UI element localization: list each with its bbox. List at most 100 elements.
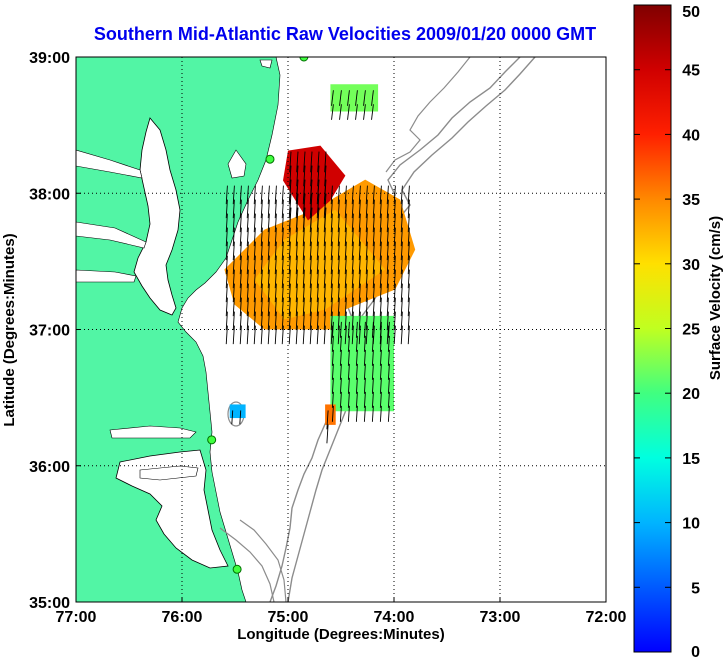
velocity-arrow (316, 283, 319, 303)
velocity-arrow (331, 349, 334, 366)
x-tick-label: 76:00 (162, 609, 203, 626)
velocity-arrow (310, 207, 313, 229)
velocity-arrow (232, 297, 235, 317)
x-tick-label: 74:00 (374, 609, 415, 626)
bathymetry-contour (385, 57, 471, 173)
velocity-arrow (295, 241, 298, 261)
velocity-arrow (317, 179, 320, 201)
velocity-arrow (316, 269, 319, 289)
velocity-arrow (386, 255, 389, 275)
velocity-arrow (358, 283, 361, 303)
velocity-arrow (281, 241, 284, 261)
velocity-arrow (303, 151, 306, 173)
velocity-arrow (316, 325, 319, 345)
velocity-arrow (351, 297, 354, 317)
velocity-arrow (302, 269, 305, 289)
velocity-arrow (239, 283, 242, 303)
velocity-arrow (371, 391, 374, 408)
velocity-arrow (400, 311, 403, 331)
radar-site-marker (207, 435, 217, 445)
velocity-arrow (344, 325, 347, 345)
velocity-arrow (400, 185, 403, 205)
velocity-arrow (310, 165, 313, 187)
velocity-arrow (239, 410, 242, 425)
velocity-arrow (225, 255, 228, 275)
velocity-arrow (316, 297, 319, 317)
velocity-arrow (274, 199, 277, 219)
velocity-arrow (309, 269, 312, 289)
velocity-arrow (323, 311, 326, 331)
colorbar-tick-label: 20 (682, 386, 700, 403)
colorbar-tick-label: 30 (682, 257, 700, 274)
velocity-arrow (232, 213, 235, 233)
velocity-arrow (330, 255, 333, 275)
y-tick-label: 36:00 (29, 459, 70, 476)
colorbar-tick-label: 5 (691, 580, 700, 597)
velocity-arrow (339, 405, 342, 422)
velocity-arrow (295, 311, 298, 331)
velocity-arrow (400, 255, 403, 275)
velocity-arrow (324, 179, 327, 201)
velocity-arrow (246, 311, 249, 331)
velocity-arrow (355, 377, 358, 394)
velocity-arrow (239, 255, 242, 275)
velocity-arrow (400, 297, 403, 317)
velocity-arrow (386, 241, 389, 261)
velocity-arrow (246, 255, 249, 275)
velocity-arrow (351, 311, 354, 331)
velocity-arrow (267, 241, 270, 261)
velocity-arrow (324, 193, 327, 215)
velocity-arrow (379, 255, 382, 275)
velocity-arrow (239, 185, 242, 205)
velocity-arrow (386, 297, 389, 317)
velocity-arrow (274, 241, 277, 261)
velocity-arrow (344, 227, 347, 247)
velocity-arrow (323, 255, 326, 275)
velocity-arrow (407, 241, 410, 261)
velocity-arrow (330, 297, 333, 317)
velocity-patch (229, 404, 246, 419)
colorbar (633, 4, 672, 653)
velocity-arrow (267, 283, 270, 303)
velocity-arrow (358, 213, 361, 233)
velocity-arrow (267, 311, 270, 331)
velocity-arrow (358, 269, 361, 289)
velocity-arrow (355, 335, 358, 352)
velocity-arrow (331, 90, 334, 106)
velocity-arrow (365, 199, 368, 219)
velocity-arrow (232, 227, 235, 247)
velocity-arrow (400, 199, 403, 219)
velocity-arrow (330, 227, 333, 247)
velocity-arrow (379, 405, 382, 422)
velocity-arrow (330, 199, 333, 219)
velocity-arrow (281, 297, 284, 317)
velocity-arrow (260, 213, 263, 233)
colorbar-tick-label: 15 (682, 451, 700, 468)
colorbar-tick-label: 25 (682, 322, 700, 339)
velocity-arrow (351, 227, 354, 247)
velocity-arrow (225, 325, 228, 345)
velocity-arrow (239, 297, 242, 317)
velocity-arrow (281, 311, 284, 331)
velocity-arrow (365, 311, 368, 331)
velocity-arrow (351, 269, 354, 289)
radar-site-marker (265, 154, 275, 164)
velocity-arrow (302, 283, 305, 303)
velocity-arrow (379, 283, 382, 303)
radar-site-marker (299, 57, 309, 62)
x-tick-label: 72:00 (586, 609, 627, 626)
velocity-arrow (358, 185, 361, 205)
velocity-arrow (323, 269, 326, 289)
velocity-arrow (365, 185, 368, 205)
velocity-arrow (331, 377, 334, 394)
velocity-arrow (260, 297, 263, 317)
velocity-arrow (330, 213, 333, 233)
x-tick-label: 73:00 (480, 609, 521, 626)
velocity-arrow (323, 241, 326, 261)
velocity-arrow (372, 297, 375, 317)
velocity-arrow (323, 325, 326, 345)
velocity-arrow (225, 227, 228, 247)
velocity-arrow (303, 165, 306, 187)
velocity-arrow (246, 241, 249, 261)
